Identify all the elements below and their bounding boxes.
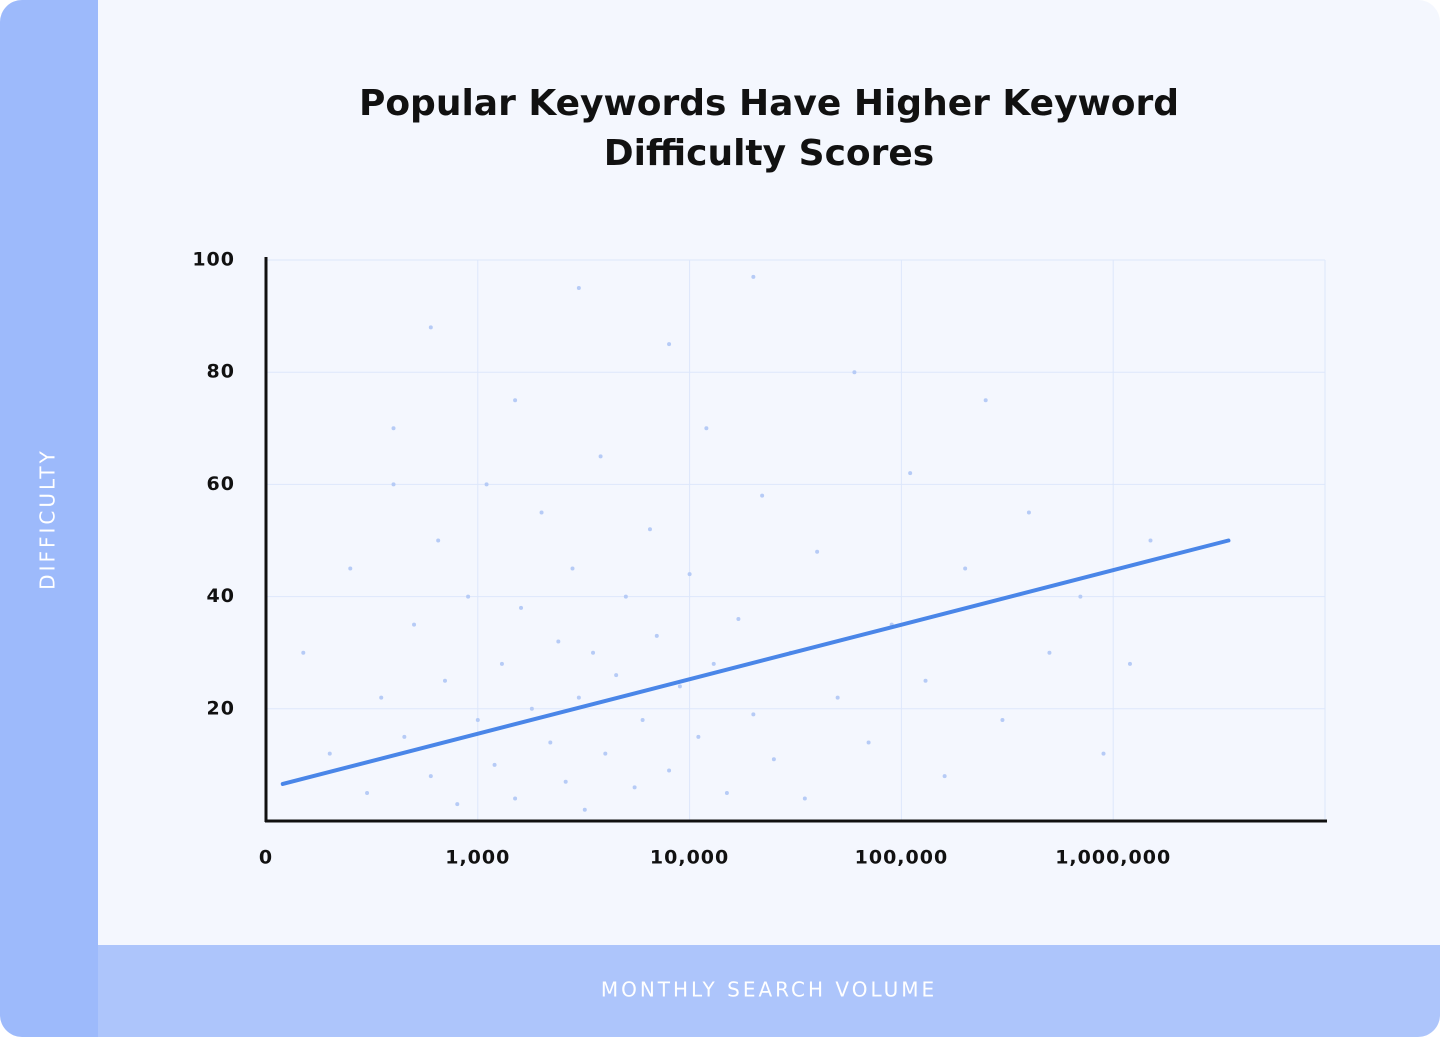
point: [760, 493, 765, 498]
point: [771, 757, 776, 762]
point: [942, 774, 947, 779]
point: [614, 673, 619, 678]
point: [677, 684, 682, 689]
y-tick-label: 60: [207, 473, 235, 495]
point: [570, 566, 575, 571]
point: [751, 712, 756, 717]
plot-area: 20 40 60 80 100 0 1,000 10,000 100,000 1,000,000: [192, 249, 1327, 869]
point: [598, 454, 603, 459]
point: [1026, 510, 1031, 515]
point: [402, 734, 407, 739]
point: [815, 549, 820, 554]
point: [348, 566, 353, 571]
x-label-band: [98, 945, 1440, 1037]
point: [442, 678, 447, 683]
point: [835, 695, 840, 700]
point: [704, 426, 709, 431]
point: [852, 370, 857, 375]
x-tick-label: 0: [259, 847, 273, 869]
point: [1148, 538, 1153, 543]
point: [548, 740, 553, 745]
point: [436, 538, 441, 543]
point: [576, 695, 581, 700]
point: [711, 661, 716, 666]
point: [983, 398, 988, 403]
point: [751, 274, 756, 279]
point: [603, 751, 608, 756]
point: [963, 566, 968, 571]
x-tick-label: 10,000: [650, 847, 729, 869]
point: [908, 471, 913, 476]
point: [802, 796, 807, 801]
point: [591, 650, 596, 655]
point: [724, 790, 729, 795]
point: [556, 639, 561, 644]
point: [1101, 751, 1106, 756]
point: [391, 426, 396, 431]
y-tick-label: 40: [207, 585, 235, 607]
point: [736, 617, 741, 622]
point: [563, 779, 568, 784]
point: [513, 398, 518, 403]
point: [484, 482, 489, 487]
point: [499, 661, 504, 666]
point: [1078, 594, 1083, 599]
y-label-band: [0, 0, 98, 1037]
point: [513, 796, 518, 801]
point: [667, 342, 672, 347]
chart-title: Popular Keywords Have Higher Keyword Diff…: [359, 83, 1179, 174]
x-tick-label: 1,000,000: [1055, 847, 1171, 869]
point: [365, 790, 370, 795]
y-tick-label: 20: [207, 697, 235, 719]
point: [696, 734, 701, 739]
point: [466, 594, 471, 599]
point: [923, 678, 928, 683]
x-tick-label: 100,000: [855, 847, 949, 869]
trend-line: [280, 538, 1231, 786]
point: [1047, 650, 1052, 655]
point: [412, 622, 417, 627]
x-tick-label: 1,000: [445, 847, 510, 869]
point: [640, 718, 645, 723]
point: [866, 740, 871, 745]
point: [529, 706, 534, 711]
point: [519, 605, 524, 610]
point: [623, 594, 628, 599]
point: [667, 768, 672, 773]
point: [428, 325, 433, 330]
point: [327, 751, 332, 756]
point: [475, 718, 480, 723]
point: [1127, 661, 1132, 666]
point: [654, 633, 659, 638]
point: [647, 527, 652, 532]
point: [379, 695, 384, 700]
point: [576, 286, 581, 291]
x-axis-label: MONTHLY SEARCH VOLUME: [601, 978, 937, 1002]
point: [455, 802, 460, 807]
y-tick-label: 100: [192, 249, 235, 271]
point: [1000, 718, 1005, 723]
point: [301, 650, 306, 655]
point: [492, 762, 497, 767]
y-axis-label: DIFFICULTY: [36, 448, 60, 590]
point: [582, 807, 587, 812]
point: [687, 572, 692, 577]
point: [539, 510, 544, 515]
point: [428, 774, 433, 779]
point: [632, 785, 637, 790]
point: [391, 482, 396, 487]
y-tick-label: 80: [207, 361, 235, 383]
